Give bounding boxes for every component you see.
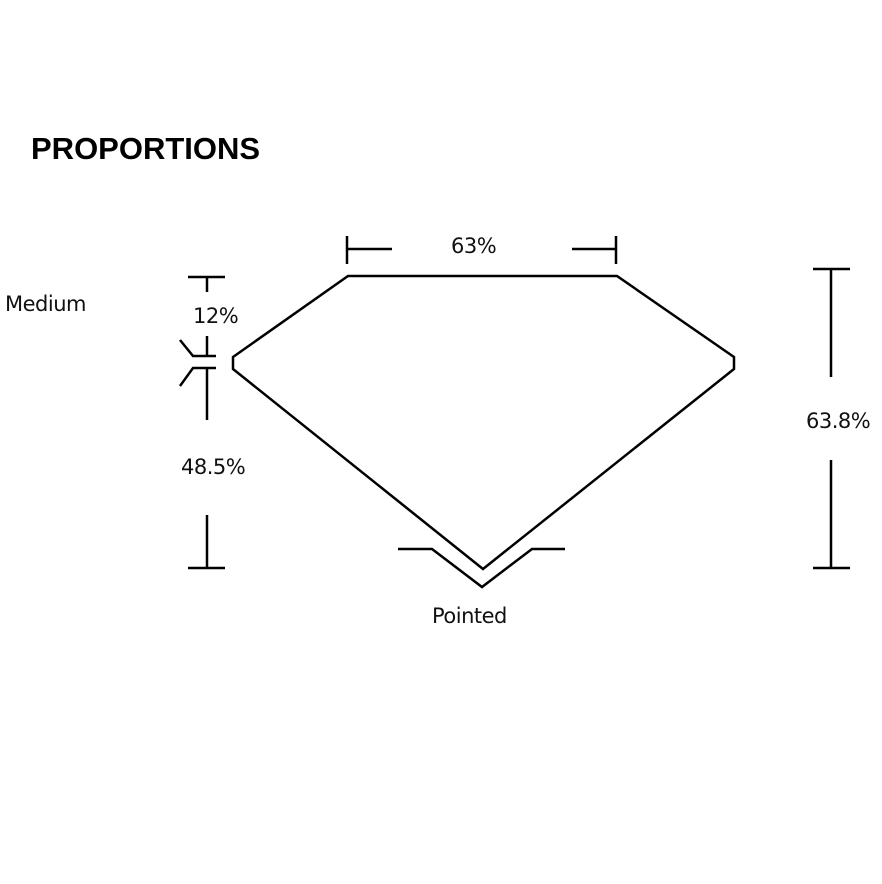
pavilion-depth-label: 48.5% — [181, 455, 246, 479]
culet-indicator — [398, 547, 565, 589]
girdle-indicator — [178, 339, 216, 387]
crown-height-dimension — [188, 275, 225, 356]
total-depth-dimension — [813, 267, 850, 570]
total-depth-label: 63.8% — [806, 409, 871, 433]
diamond-outline — [231, 274, 736, 571]
girdle-label: Medium — [5, 292, 86, 316]
culet-label: Pointed — [432, 604, 507, 628]
pavilion-depth-dimension — [188, 368, 225, 570]
page-title: PROPORTIONS — [31, 131, 261, 166]
table-label: 63% — [451, 234, 497, 258]
crown-height-label: 12% — [193, 304, 239, 328]
table-dimension — [345, 236, 618, 264]
